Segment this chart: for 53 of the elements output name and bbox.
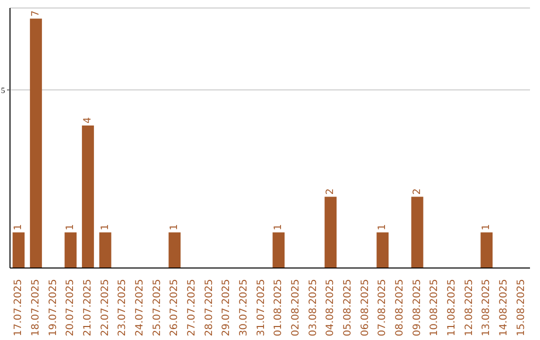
data-label: 1 xyxy=(13,224,24,230)
x-tick-label: 27.07.2025 xyxy=(186,279,198,336)
bar xyxy=(168,232,181,268)
x-tick-label: 11.08.2025 xyxy=(446,279,458,336)
y-tick-label: 5 xyxy=(1,86,5,95)
x-tick-label: 12.08.2025 xyxy=(464,279,475,336)
x-tick-label: 21.07.2025 xyxy=(82,279,94,336)
bar xyxy=(30,18,42,268)
data-label: 1 xyxy=(273,224,284,230)
data-label: 7 xyxy=(30,10,42,17)
x-tick-label: 15.08.2025 xyxy=(516,279,527,336)
data-label: 1 xyxy=(481,224,492,230)
x-tick-label: 28.07.2025 xyxy=(204,279,215,336)
x-tick-label: 25.07.2025 xyxy=(152,279,163,336)
x-tick-label: 22.07.2025 xyxy=(100,279,111,336)
x-tick-label: 13.08.2025 xyxy=(481,279,492,336)
x-tick-label: 10.08.2025 xyxy=(429,279,440,336)
bar xyxy=(324,196,337,268)
bar xyxy=(82,126,94,268)
x-tick-label: 02.08.2025 xyxy=(290,279,302,336)
bar xyxy=(480,232,493,268)
x-tick-label: 23.07.2025 xyxy=(117,279,128,336)
bar xyxy=(64,232,77,268)
data-label: 2 xyxy=(412,188,423,195)
x-tick-label: 06.08.2025 xyxy=(360,279,371,336)
data-label: 1 xyxy=(377,224,388,230)
x-tick-label: 07.08.2025 xyxy=(377,279,388,336)
x-tick-label: 26.07.2025 xyxy=(169,279,180,336)
x-tick-label: 30.07.2025 xyxy=(238,279,250,336)
data-label: 4 xyxy=(82,117,94,124)
data-label: 1 xyxy=(100,224,111,230)
x-tick-label: 14.08.2025 xyxy=(498,279,510,336)
x-tick-label: 24.07.2025 xyxy=(134,279,146,336)
data-label: 1 xyxy=(169,224,180,230)
bar xyxy=(272,232,285,268)
x-tick-label: 29.07.2025 xyxy=(221,279,232,336)
x-tick-label: 03.08.2025 xyxy=(308,279,319,336)
x-tick-label: 01.08.2025 xyxy=(273,279,284,336)
bar xyxy=(12,232,25,268)
x-tick-label: 08.08.2025 xyxy=(394,279,406,336)
x-tick-label: 09.08.2025 xyxy=(412,279,423,336)
x-tick-label: 20.07.2025 xyxy=(65,279,76,336)
data-label: 1 xyxy=(65,224,76,230)
x-tick-label: 19.07.2025 xyxy=(48,279,59,336)
x-tick-label: 05.08.2025 xyxy=(342,279,354,336)
bar xyxy=(99,232,112,268)
x-tick-label: 04.08.2025 xyxy=(325,279,336,336)
data-label: 2 xyxy=(325,188,336,195)
bar xyxy=(411,196,424,268)
x-tick-label: 18.07.2025 xyxy=(30,279,42,336)
x-tick-label: 31.07.2025 xyxy=(256,279,267,336)
bar xyxy=(376,232,389,268)
x-tick-label: 17.07.2025 xyxy=(13,279,24,336)
